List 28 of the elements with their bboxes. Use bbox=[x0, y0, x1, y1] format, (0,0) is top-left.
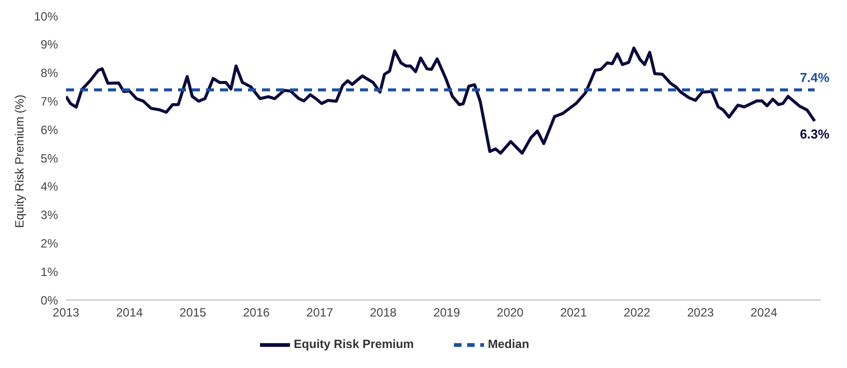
y-tick-label: 8% bbox=[40, 66, 58, 80]
x-tick-label: 2022 bbox=[624, 306, 651, 320]
x-tick-label: 2016 bbox=[242, 306, 270, 320]
x-tick-label: 2018 bbox=[370, 306, 397, 320]
x-tick-label: 2013 bbox=[52, 306, 80, 320]
y-tick-label: 1% bbox=[40, 264, 58, 279]
x-tick-label: 2023 bbox=[687, 306, 714, 320]
y-axis-title: Equity Risk Premium (%) bbox=[12, 94, 26, 228]
y-tick-label: 5% bbox=[40, 151, 58, 166]
annotation: 6.3% bbox=[800, 126, 830, 142]
x-tick-label: 2020 bbox=[496, 306, 524, 320]
y-tick-label: 2% bbox=[40, 236, 58, 250]
x-tick-label: 2014 bbox=[116, 306, 144, 320]
y-tick-label: 9% bbox=[40, 38, 58, 52]
x-tick-label: 2017 bbox=[306, 306, 334, 320]
y-tick-label: 3% bbox=[40, 208, 58, 222]
y-tick-label: 7% bbox=[40, 94, 58, 108]
x-tick-label: 2021 bbox=[560, 306, 588, 320]
y-tick-label: 6% bbox=[40, 122, 58, 137]
y-tick-label: 0% bbox=[40, 293, 58, 308]
y-tick-label: 4% bbox=[40, 180, 58, 194]
x-tick-label: 2019 bbox=[433, 306, 460, 320]
legend-label: Median bbox=[488, 337, 530, 352]
x-tick-label: 2024 bbox=[750, 306, 778, 320]
y-tick-label: 10% bbox=[34, 9, 58, 24]
legend-label: Equity Risk Premium bbox=[294, 337, 414, 352]
x-tick-label: 2015 bbox=[180, 306, 207, 320]
annotation: 7.4% bbox=[800, 70, 830, 85]
